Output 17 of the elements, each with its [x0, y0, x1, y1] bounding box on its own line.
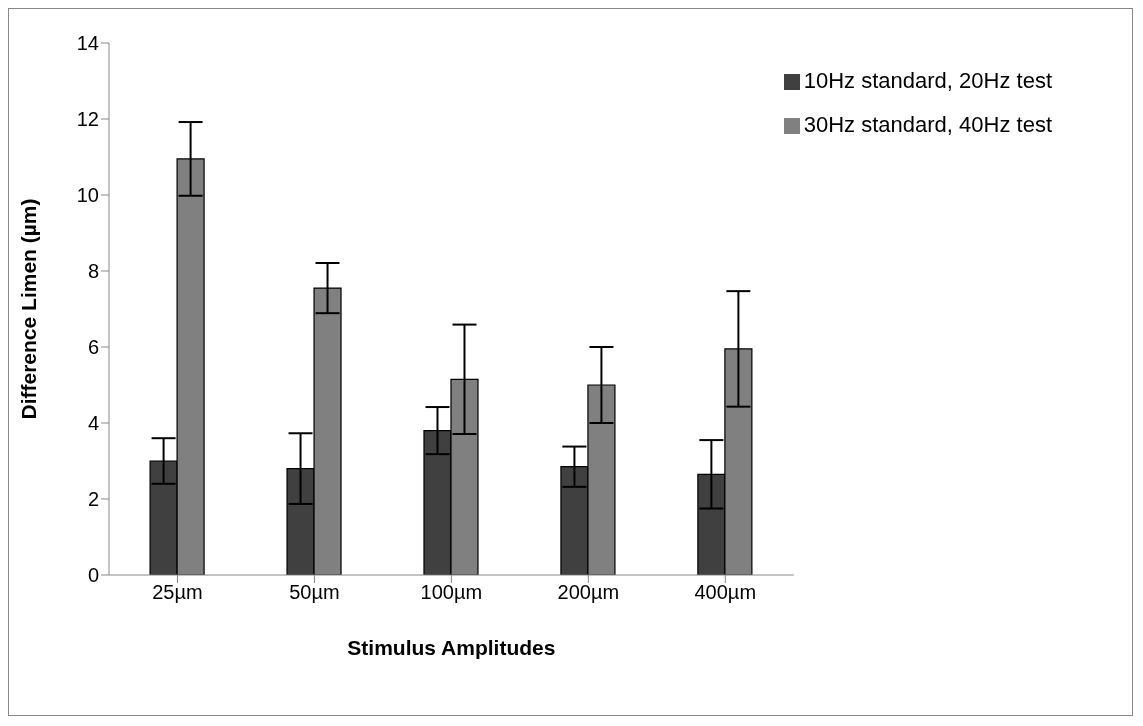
y-tick-label: 6	[87, 336, 99, 359]
legend-label: 10Hz standard, 20Hz test	[803, 68, 1052, 93]
x-tick-label: 400µm	[694, 581, 757, 604]
y-tick-label: 0	[87, 564, 99, 587]
x-tick-label: 25µm	[152, 581, 203, 604]
y-tick-label: 10	[76, 184, 99, 207]
y-tick-label: 2	[87, 488, 99, 511]
y-tick-label: 4	[87, 412, 99, 435]
x-axis-title: Stimulus Amplitudes	[347, 636, 556, 659]
x-tick-label: 200µm	[557, 581, 620, 604]
x-tick-label: 50µm	[289, 581, 340, 604]
y-axis-title: Difference Limen (µm)	[17, 198, 41, 420]
legend-label: 30Hz standard, 40Hz test	[803, 112, 1052, 137]
y-tick-label: 14	[76, 32, 99, 55]
y-tick-label: 12	[76, 108, 99, 131]
y-tick-label: 8	[87, 260, 99, 283]
x-tick-label: 100µm	[420, 581, 483, 604]
